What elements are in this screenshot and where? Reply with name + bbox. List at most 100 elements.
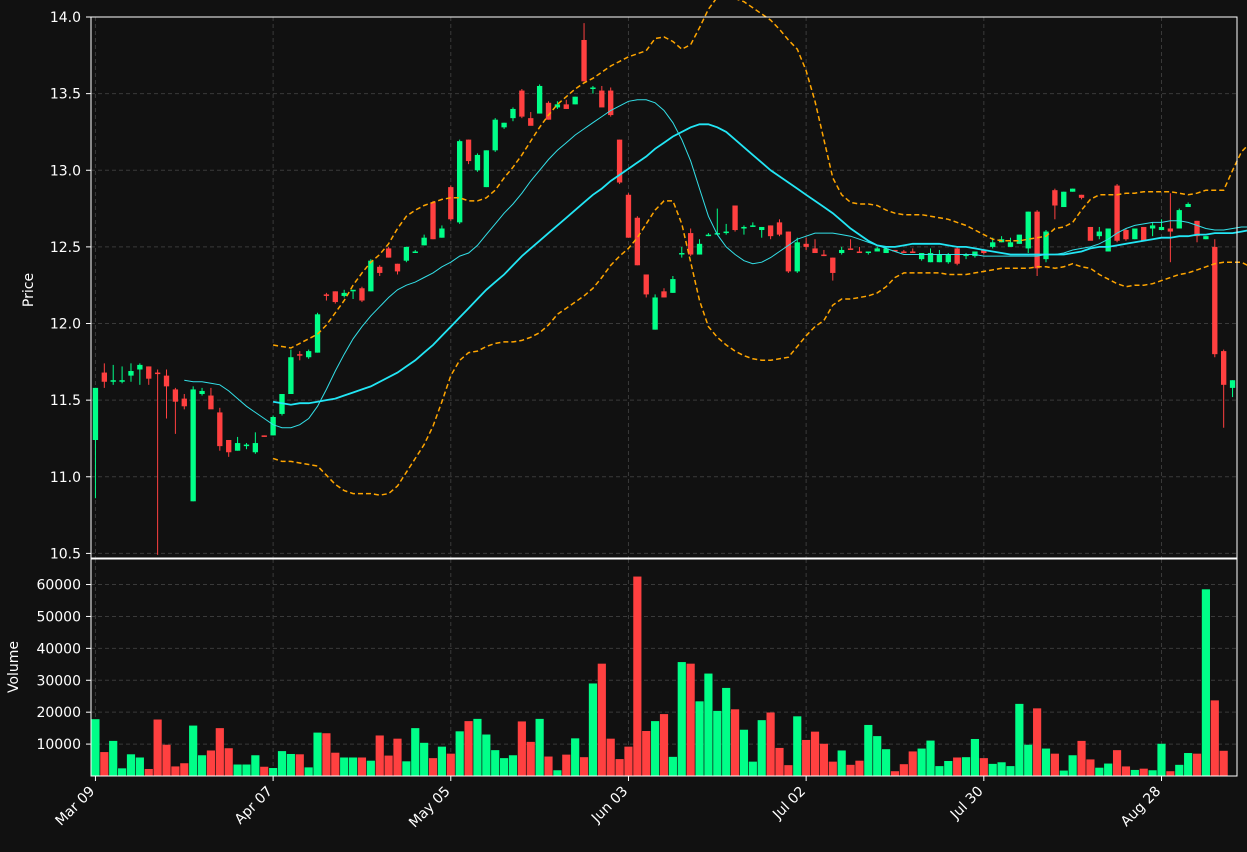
candle-body	[412, 251, 418, 253]
candle-body	[1203, 236, 1209, 240]
candle-body	[847, 248, 854, 250]
volume-bar	[571, 738, 580, 776]
volume-bar	[562, 754, 571, 776]
volume-tick-label: 40000	[36, 641, 81, 657]
volume-bar	[135, 757, 144, 776]
volume-bar	[890, 771, 900, 776]
candle-body	[545, 102, 552, 120]
candle-body	[1229, 380, 1236, 388]
volume-bar	[730, 709, 740, 776]
candle-body	[234, 443, 241, 451]
volume-bar	[793, 716, 802, 776]
volume-bar	[882, 749, 891, 776]
candle-body	[590, 87, 596, 89]
volume-bar	[1024, 744, 1033, 776]
volume-bar	[1095, 767, 1104, 776]
volume-bar	[606, 738, 615, 776]
candle-body	[350, 289, 356, 292]
volume-bar	[1006, 766, 1015, 776]
candle-body	[226, 439, 232, 453]
volume-bar	[1068, 755, 1077, 776]
candle-body	[1069, 188, 1076, 192]
candle-body	[750, 225, 756, 227]
candle-body	[377, 266, 383, 273]
candle-body	[1185, 203, 1191, 208]
volume-bar	[153, 719, 162, 776]
volume-bar	[500, 758, 509, 776]
candle-body	[394, 263, 401, 272]
candle-body	[616, 139, 623, 183]
candle-body	[1114, 185, 1120, 241]
candle-body	[332, 291, 338, 303]
volume-bar	[659, 714, 669, 776]
volume-bar	[1015, 703, 1024, 776]
candle-body	[1025, 211, 1031, 249]
candle-body	[154, 372, 161, 375]
volume-bar	[348, 757, 358, 776]
candle-body	[785, 231, 792, 272]
volume-bar	[473, 718, 482, 776]
volume-bar	[508, 755, 518, 776]
candle-body	[918, 253, 925, 260]
candle-body	[305, 351, 312, 358]
volume-tick-label: 20000	[36, 705, 81, 721]
candle-body	[1016, 234, 1023, 244]
candle-body	[599, 90, 605, 108]
candle-body	[759, 226, 765, 231]
volume-bar	[375, 735, 384, 776]
candle-body	[1052, 190, 1058, 206]
candle-body	[1132, 228, 1138, 240]
candle-body	[892, 249, 898, 252]
candle-body	[954, 248, 960, 264]
volume-bar	[242, 764, 251, 776]
volume-bar	[162, 744, 171, 776]
volume-bar	[233, 764, 242, 776]
volume-plot-frame	[90, 558, 1238, 777]
volume-bar	[206, 750, 216, 776]
candle-body	[581, 39, 587, 82]
volume-bar	[1157, 743, 1166, 776]
candle-body	[1212, 246, 1218, 355]
volume-bar	[357, 757, 367, 776]
volume-bar	[988, 763, 997, 776]
volume-bar	[1175, 764, 1184, 776]
candle-body	[457, 141, 463, 223]
price-plot-frame	[90, 16, 1238, 559]
volume-bar	[917, 748, 926, 776]
volume-bar	[553, 770, 562, 776]
candle-body	[128, 371, 134, 376]
candle-body	[990, 242, 996, 247]
volume-bar	[1166, 771, 1175, 776]
price-tick-label: 14.0	[50, 10, 81, 26]
volume-bar	[464, 721, 473, 776]
candle-body	[1176, 210, 1182, 229]
candle-body	[243, 444, 250, 447]
volume-bar	[1219, 750, 1228, 776]
volume-bar	[277, 751, 287, 776]
volume-bar	[944, 761, 953, 776]
candle-body	[483, 150, 489, 188]
candle-body	[163, 375, 170, 387]
candle-body	[776, 222, 783, 235]
volume-panel: 10000 20000 30000 40000 50000 60000 Volume	[6, 558, 1238, 777]
candle-body	[359, 288, 365, 301]
candle-body	[554, 104, 561, 108]
candle-body	[1221, 351, 1227, 385]
volume-bar	[624, 746, 633, 776]
candle-body	[981, 249, 987, 254]
volume-bar	[855, 760, 864, 776]
price-tick-label: 11.0	[50, 470, 81, 486]
volume-bars	[91, 576, 1228, 776]
volume-bar	[686, 663, 695, 776]
volume-bar	[588, 683, 598, 776]
candle-body	[563, 104, 569, 109]
candle-body	[572, 96, 578, 105]
volume-bar	[402, 761, 411, 776]
price-panel: 10.5 11.0 11.5 12.0 12.5 13.0 13.5 14.0 Price	[21, 0, 1247, 562]
candle-body	[110, 380, 116, 382]
volume-bar	[828, 761, 837, 776]
volume-bar	[677, 662, 686, 776]
price-y-ticks: 10.5 11.0 11.5 12.0 12.5 13.0 13.5 14.0	[50, 10, 91, 562]
volume-bar	[251, 755, 260, 776]
